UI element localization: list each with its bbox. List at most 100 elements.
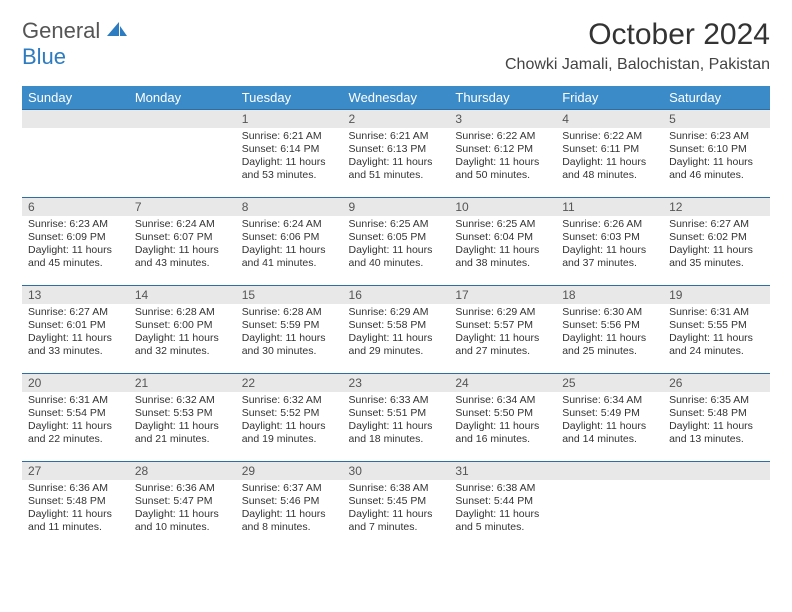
calendar-cell: 18Sunrise: 6:30 AMSunset: 5:56 PMDayligh… <box>556 286 663 374</box>
day-number: 21 <box>129 374 236 392</box>
day-number <box>556 462 663 480</box>
day-number: 24 <box>449 374 556 392</box>
calendar-cell: 20Sunrise: 6:31 AMSunset: 5:54 PMDayligh… <box>22 374 129 462</box>
day-content: Sunrise: 6:23 AMSunset: 6:09 PMDaylight:… <box>22 216 129 275</box>
day-number: 22 <box>236 374 343 392</box>
calendar-cell: 21Sunrise: 6:32 AMSunset: 5:53 PMDayligh… <box>129 374 236 462</box>
day-number: 2 <box>343 110 450 128</box>
calendar-cell: 14Sunrise: 6:28 AMSunset: 6:00 PMDayligh… <box>129 286 236 374</box>
calendar-cell: 12Sunrise: 6:27 AMSunset: 6:02 PMDayligh… <box>663 198 770 286</box>
day-content: Sunrise: 6:26 AMSunset: 6:03 PMDaylight:… <box>556 216 663 275</box>
calendar-cell: 7Sunrise: 6:24 AMSunset: 6:07 PMDaylight… <box>129 198 236 286</box>
calendar-cell: 31Sunrise: 6:38 AMSunset: 5:44 PMDayligh… <box>449 462 556 550</box>
calendar-cell <box>663 462 770 550</box>
day-content: Sunrise: 6:27 AMSunset: 6:02 PMDaylight:… <box>663 216 770 275</box>
calendar-cell: 9Sunrise: 6:25 AMSunset: 6:05 PMDaylight… <box>343 198 450 286</box>
calendar-cell: 3Sunrise: 6:22 AMSunset: 6:12 PMDaylight… <box>449 110 556 198</box>
day-number: 11 <box>556 198 663 216</box>
title-block: October 2024 Chowki Jamali, Balochistan,… <box>505 18 770 74</box>
weekday-header-row: SundayMondayTuesdayWednesdayThursdayFrid… <box>22 86 770 110</box>
day-number: 13 <box>22 286 129 304</box>
month-title: October 2024 <box>505 18 770 52</box>
day-number <box>663 462 770 480</box>
weekday-header: Sunday <box>22 86 129 110</box>
day-number: 7 <box>129 198 236 216</box>
calendar-cell: 19Sunrise: 6:31 AMSunset: 5:55 PMDayligh… <box>663 286 770 374</box>
calendar-cell: 24Sunrise: 6:34 AMSunset: 5:50 PMDayligh… <box>449 374 556 462</box>
calendar-cell: 28Sunrise: 6:36 AMSunset: 5:47 PMDayligh… <box>129 462 236 550</box>
day-number: 27 <box>22 462 129 480</box>
calendar-cell: 2Sunrise: 6:21 AMSunset: 6:13 PMDaylight… <box>343 110 450 198</box>
calendar-cell: 23Sunrise: 6:33 AMSunset: 5:51 PMDayligh… <box>343 374 450 462</box>
calendar-cell: 25Sunrise: 6:34 AMSunset: 5:49 PMDayligh… <box>556 374 663 462</box>
calendar-row: 27Sunrise: 6:36 AMSunset: 5:48 PMDayligh… <box>22 462 770 550</box>
calendar-cell: 15Sunrise: 6:28 AMSunset: 5:59 PMDayligh… <box>236 286 343 374</box>
day-content: Sunrise: 6:28 AMSunset: 6:00 PMDaylight:… <box>129 304 236 363</box>
day-number <box>129 110 236 128</box>
logo-sail-icon <box>105 20 129 38</box>
day-content: Sunrise: 6:25 AMSunset: 6:04 PMDaylight:… <box>449 216 556 275</box>
day-content: Sunrise: 6:38 AMSunset: 5:45 PMDaylight:… <box>343 480 450 539</box>
calendar-cell: 22Sunrise: 6:32 AMSunset: 5:52 PMDayligh… <box>236 374 343 462</box>
day-number: 28 <box>129 462 236 480</box>
day-content: Sunrise: 6:23 AMSunset: 6:10 PMDaylight:… <box>663 128 770 187</box>
calendar-cell: 5Sunrise: 6:23 AMSunset: 6:10 PMDaylight… <box>663 110 770 198</box>
calendar-cell: 27Sunrise: 6:36 AMSunset: 5:48 PMDayligh… <box>22 462 129 550</box>
calendar-cell: 30Sunrise: 6:38 AMSunset: 5:45 PMDayligh… <box>343 462 450 550</box>
day-number: 18 <box>556 286 663 304</box>
day-content: Sunrise: 6:21 AMSunset: 6:13 PMDaylight:… <box>343 128 450 187</box>
day-number: 15 <box>236 286 343 304</box>
day-content: Sunrise: 6:36 AMSunset: 5:47 PMDaylight:… <box>129 480 236 539</box>
day-number: 10 <box>449 198 556 216</box>
weekday-header: Wednesday <box>343 86 450 110</box>
calendar-body: 1Sunrise: 6:21 AMSunset: 6:14 PMDaylight… <box>22 110 770 550</box>
day-content: Sunrise: 6:36 AMSunset: 5:48 PMDaylight:… <box>22 480 129 539</box>
calendar-cell <box>556 462 663 550</box>
day-content: Sunrise: 6:34 AMSunset: 5:49 PMDaylight:… <box>556 392 663 451</box>
calendar-cell: 13Sunrise: 6:27 AMSunset: 6:01 PMDayligh… <box>22 286 129 374</box>
calendar-cell: 1Sunrise: 6:21 AMSunset: 6:14 PMDaylight… <box>236 110 343 198</box>
day-number: 26 <box>663 374 770 392</box>
calendar-cell: 6Sunrise: 6:23 AMSunset: 6:09 PMDaylight… <box>22 198 129 286</box>
header: General Blue October 2024 Chowki Jamali,… <box>22 18 770 74</box>
day-content: Sunrise: 6:32 AMSunset: 5:53 PMDaylight:… <box>129 392 236 451</box>
day-content: Sunrise: 6:33 AMSunset: 5:51 PMDaylight:… <box>343 392 450 451</box>
day-content: Sunrise: 6:24 AMSunset: 6:06 PMDaylight:… <box>236 216 343 275</box>
weekday-header: Thursday <box>449 86 556 110</box>
location-text: Chowki Jamali, Balochistan, Pakistan <box>505 56 770 74</box>
logo-text: General Blue <box>22 18 129 70</box>
weekday-header: Tuesday <box>236 86 343 110</box>
day-content: Sunrise: 6:27 AMSunset: 6:01 PMDaylight:… <box>22 304 129 363</box>
calendar-cell: 26Sunrise: 6:35 AMSunset: 5:48 PMDayligh… <box>663 374 770 462</box>
calendar-cell: 17Sunrise: 6:29 AMSunset: 5:57 PMDayligh… <box>449 286 556 374</box>
day-content: Sunrise: 6:31 AMSunset: 5:55 PMDaylight:… <box>663 304 770 363</box>
weekday-header: Saturday <box>663 86 770 110</box>
calendar-cell: 4Sunrise: 6:22 AMSunset: 6:11 PMDaylight… <box>556 110 663 198</box>
calendar-row: 1Sunrise: 6:21 AMSunset: 6:14 PMDaylight… <box>22 110 770 198</box>
calendar-cell <box>129 110 236 198</box>
calendar-row: 6Sunrise: 6:23 AMSunset: 6:09 PMDaylight… <box>22 198 770 286</box>
day-number <box>22 110 129 128</box>
day-number: 19 <box>663 286 770 304</box>
day-content: Sunrise: 6:38 AMSunset: 5:44 PMDaylight:… <box>449 480 556 539</box>
day-number: 23 <box>343 374 450 392</box>
calendar-cell: 10Sunrise: 6:25 AMSunset: 6:04 PMDayligh… <box>449 198 556 286</box>
day-content: Sunrise: 6:31 AMSunset: 5:54 PMDaylight:… <box>22 392 129 451</box>
day-content: Sunrise: 6:34 AMSunset: 5:50 PMDaylight:… <box>449 392 556 451</box>
weekday-header: Friday <box>556 86 663 110</box>
day-number: 16 <box>343 286 450 304</box>
day-content: Sunrise: 6:28 AMSunset: 5:59 PMDaylight:… <box>236 304 343 363</box>
day-content: Sunrise: 6:22 AMSunset: 6:12 PMDaylight:… <box>449 128 556 187</box>
day-content: Sunrise: 6:29 AMSunset: 5:57 PMDaylight:… <box>449 304 556 363</box>
day-content: Sunrise: 6:21 AMSunset: 6:14 PMDaylight:… <box>236 128 343 187</box>
day-number: 20 <box>22 374 129 392</box>
calendar-cell: 8Sunrise: 6:24 AMSunset: 6:06 PMDaylight… <box>236 198 343 286</box>
calendar-cell <box>22 110 129 198</box>
day-number: 1 <box>236 110 343 128</box>
day-number: 8 <box>236 198 343 216</box>
day-content: Sunrise: 6:24 AMSunset: 6:07 PMDaylight:… <box>129 216 236 275</box>
day-number: 31 <box>449 462 556 480</box>
calendar-table: SundayMondayTuesdayWednesdayThursdayFrid… <box>22 86 770 550</box>
day-content: Sunrise: 6:32 AMSunset: 5:52 PMDaylight:… <box>236 392 343 451</box>
logo-word-2: Blue <box>22 44 66 69</box>
